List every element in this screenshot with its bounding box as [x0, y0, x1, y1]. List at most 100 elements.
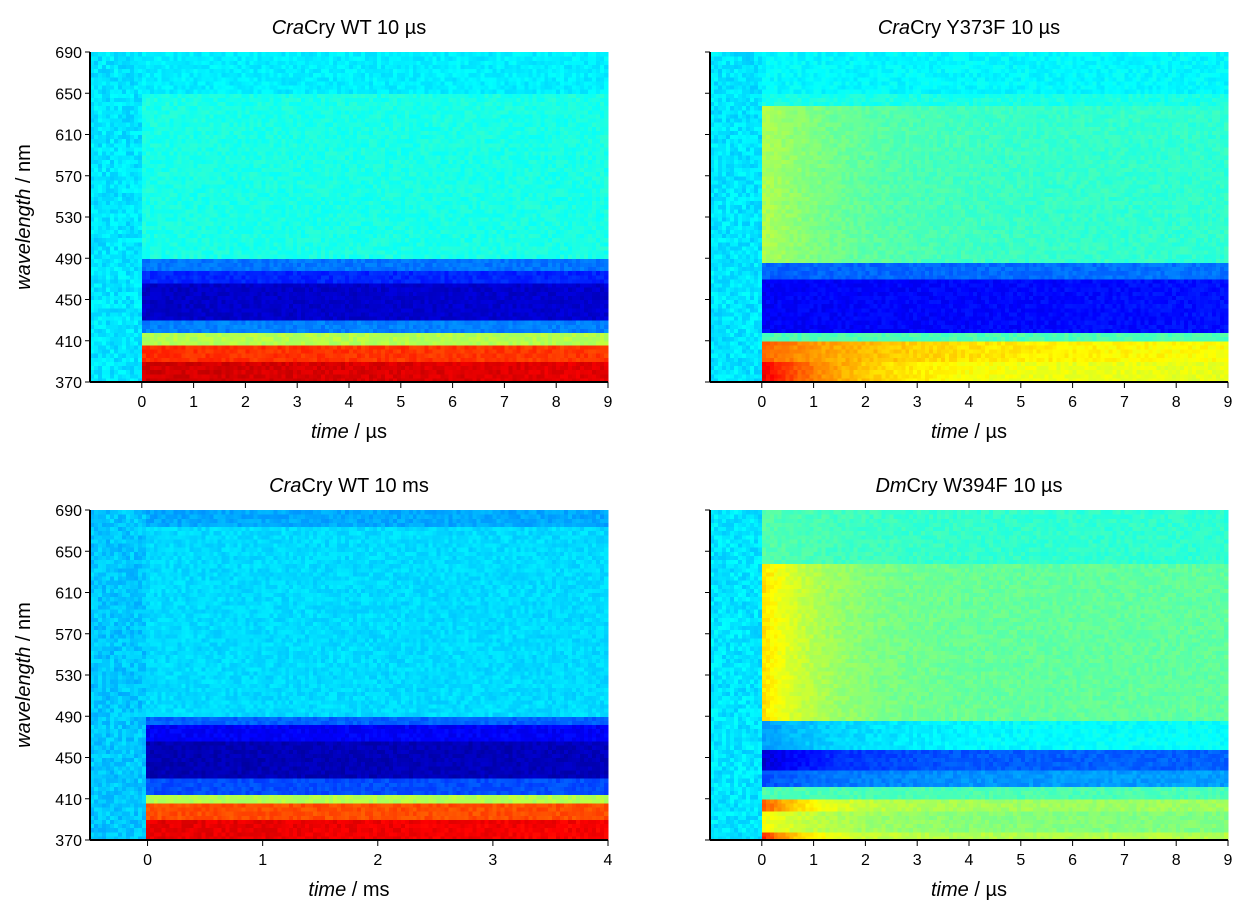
heatmap-cell: [181, 184, 187, 189]
heatmap-cell: [157, 138, 163, 144]
heatmap-cell: [145, 245, 151, 251]
heatmap-cell: [165, 287, 171, 292]
heatmap-cell: [185, 250, 191, 255]
heatmap-cell: [157, 299, 163, 305]
heatmap-cell: [333, 159, 338, 164]
heatmap-cell: [213, 373, 219, 379]
heatmap-cell: [205, 270, 211, 276]
heatmap-cell: [141, 233, 147, 239]
heatmap-cell: [93, 179, 99, 185]
heatmap-cell: [281, 171, 286, 177]
heatmap-cell: [157, 113, 163, 119]
heatmap-cell: [265, 109, 270, 115]
heatmap-cell: [269, 349, 274, 354]
heatmap-cell: [169, 184, 175, 189]
heatmap-cell: [309, 52, 314, 57]
heatmap-cell: [201, 105, 207, 111]
heatmap-cell: [289, 287, 294, 292]
heatmap-cell: [297, 311, 302, 317]
heatmap-cell: [269, 192, 274, 197]
heatmap-cell: [109, 126, 115, 131]
heatmap-cell: [209, 328, 215, 334]
heatmap-cell: [317, 208, 322, 214]
heatmap-cell: [281, 146, 286, 152]
heatmap-cell: [249, 250, 254, 255]
heatmap-cell: [293, 142, 298, 148]
heatmap-cell: [281, 361, 286, 367]
heatmap-cell: [197, 295, 203, 301]
heatmap-cell: [133, 175, 139, 181]
heatmap-cell: [173, 138, 179, 144]
heatmap-cell: [93, 287, 99, 292]
heatmap-cell: [249, 192, 254, 197]
heatmap-cell: [205, 233, 211, 239]
heatmap-cell: [261, 336, 266, 342]
heatmap-cell: [129, 175, 135, 181]
heatmap-cell: [233, 68, 239, 74]
heatmap-cell: [305, 80, 310, 86]
heatmap-cell: [257, 196, 262, 202]
heatmap-cell: [133, 192, 139, 197]
heatmap-cell: [313, 72, 318, 78]
heatmap-cell: [161, 179, 167, 185]
heatmap-cell: [121, 299, 127, 305]
heatmap-cell: [169, 283, 175, 288]
heatmap-cell: [117, 196, 123, 202]
heatmap-cell: [121, 171, 127, 177]
heatmap-cell: [333, 320, 338, 325]
heatmap-cell: [177, 122, 183, 127]
heatmap-cell: [193, 320, 199, 325]
heatmap-cell: [273, 225, 278, 230]
heatmap-cell: [209, 64, 215, 70]
heatmap-cell: [137, 225, 143, 230]
heatmap-cell: [101, 262, 107, 268]
heatmap-cell: [153, 146, 159, 152]
heatmap-cell: [137, 52, 143, 57]
heatmap-cell: [93, 332, 99, 338]
heatmap-cell: [225, 89, 231, 94]
heatmap-cell: [209, 245, 215, 251]
heatmap-cell: [121, 184, 127, 189]
heatmap-cell: [205, 336, 211, 342]
heatmap-cell: [193, 258, 199, 263]
heatmap-cell: [309, 307, 314, 313]
heatmap-cell: [229, 72, 235, 78]
heatmap-cell: [249, 171, 254, 177]
heatmap-cell: [97, 80, 103, 86]
heatmap-cell: [293, 349, 298, 354]
heatmap-cell: [249, 122, 254, 127]
heatmap-cell: [90, 68, 95, 74]
heatmap-cell: [241, 377, 246, 383]
heatmap-cell: [189, 175, 195, 181]
heatmap-cell: [157, 130, 163, 136]
heatmap-cell: [149, 295, 155, 301]
heatmap-cell: [325, 217, 330, 222]
heatmap-cell: [109, 303, 115, 309]
heatmap-cell: [141, 299, 147, 305]
heatmap-cell: [105, 283, 111, 288]
heatmap-cell: [165, 344, 171, 350]
heatmap-cell: [125, 303, 131, 309]
heatmap-cell: [201, 283, 207, 288]
heatmap-cell: [145, 192, 151, 197]
heatmap-cell: [165, 196, 171, 202]
heatmap-cell: [117, 270, 123, 276]
heatmap-cell: [297, 200, 302, 206]
heatmap-cell: [141, 369, 147, 375]
heatmap-cell: [121, 245, 127, 251]
heatmap-cell: [193, 192, 199, 197]
heatmap-cell: [245, 291, 250, 296]
heatmap-cell: [209, 340, 215, 346]
heatmap-cell: [269, 80, 274, 86]
heatmap-cell: [149, 320, 155, 325]
heatmap-cell: [157, 122, 163, 127]
heatmap-cell: [105, 109, 111, 115]
heatmap-cell: [169, 241, 175, 247]
heatmap-cell: [253, 97, 258, 103]
heatmap-cell: [297, 113, 302, 119]
heatmap-cell: [109, 340, 115, 346]
heatmap-cell: [257, 208, 262, 214]
heatmap-cell: [209, 93, 215, 98]
heatmap-cell: [333, 299, 338, 305]
heatmap-cell: [257, 316, 262, 321]
